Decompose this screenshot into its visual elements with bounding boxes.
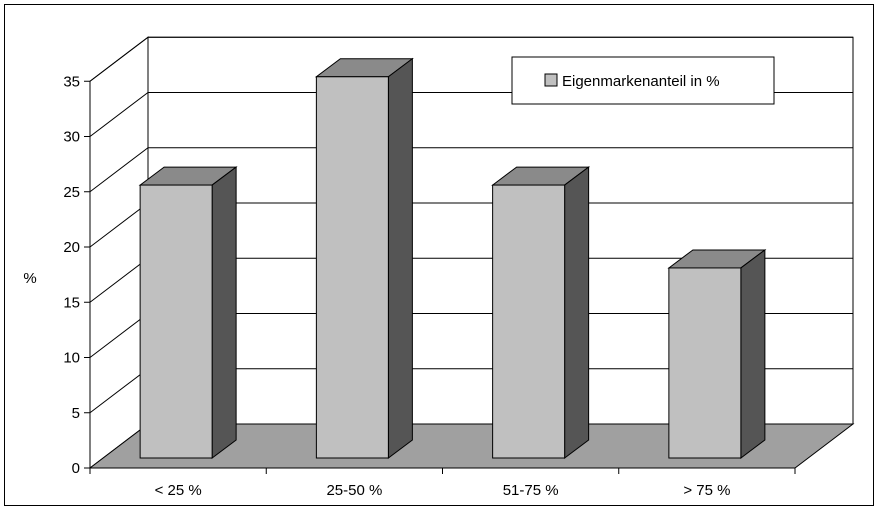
y-tick-label: 0 (72, 460, 80, 477)
y-axis-label: % (23, 270, 36, 287)
bar-front (668, 267, 742, 459)
legend-swatch (544, 73, 558, 87)
bar-side (211, 166, 237, 459)
y-tick-label: 15 (63, 294, 80, 311)
gridline (89, 147, 853, 193)
y-axis: 0 5 10 15 20 25 30 35 (63, 73, 91, 477)
bar-front (492, 184, 566, 459)
bar-side (740, 248, 766, 459)
bar (667, 248, 767, 459)
x-tick-label: < 25 % (155, 482, 202, 499)
bar-side (387, 57, 413, 459)
bar-front (315, 76, 389, 459)
gridline (89, 36, 853, 82)
bar-side (564, 166, 590, 459)
left-wall (89, 36, 149, 470)
legend-label: Eigenmarkenanteil in % (562, 73, 720, 90)
y-tick-label: 10 (63, 350, 80, 367)
x-tick-label: > 75 % (683, 482, 730, 499)
x-axis: < 25 % 25-50 % 51-75 % > 75 % (89, 467, 796, 499)
y-tick-label: 30 (63, 129, 80, 146)
bar-front (139, 184, 213, 459)
y-tick-label: 25 (63, 184, 80, 201)
bars (138, 57, 767, 459)
legend: Eigenmarkenanteil in % (511, 56, 775, 105)
bar (314, 57, 414, 459)
y-tick-label: 35 (63, 73, 80, 90)
y-tick-label: 20 (63, 239, 80, 256)
x-tick-label: 25-50 % (326, 482, 382, 499)
bar (491, 166, 591, 459)
y-tick-label: 5 (72, 405, 80, 422)
bar (138, 166, 238, 459)
x-tick-label: 51-75 % (503, 482, 559, 499)
